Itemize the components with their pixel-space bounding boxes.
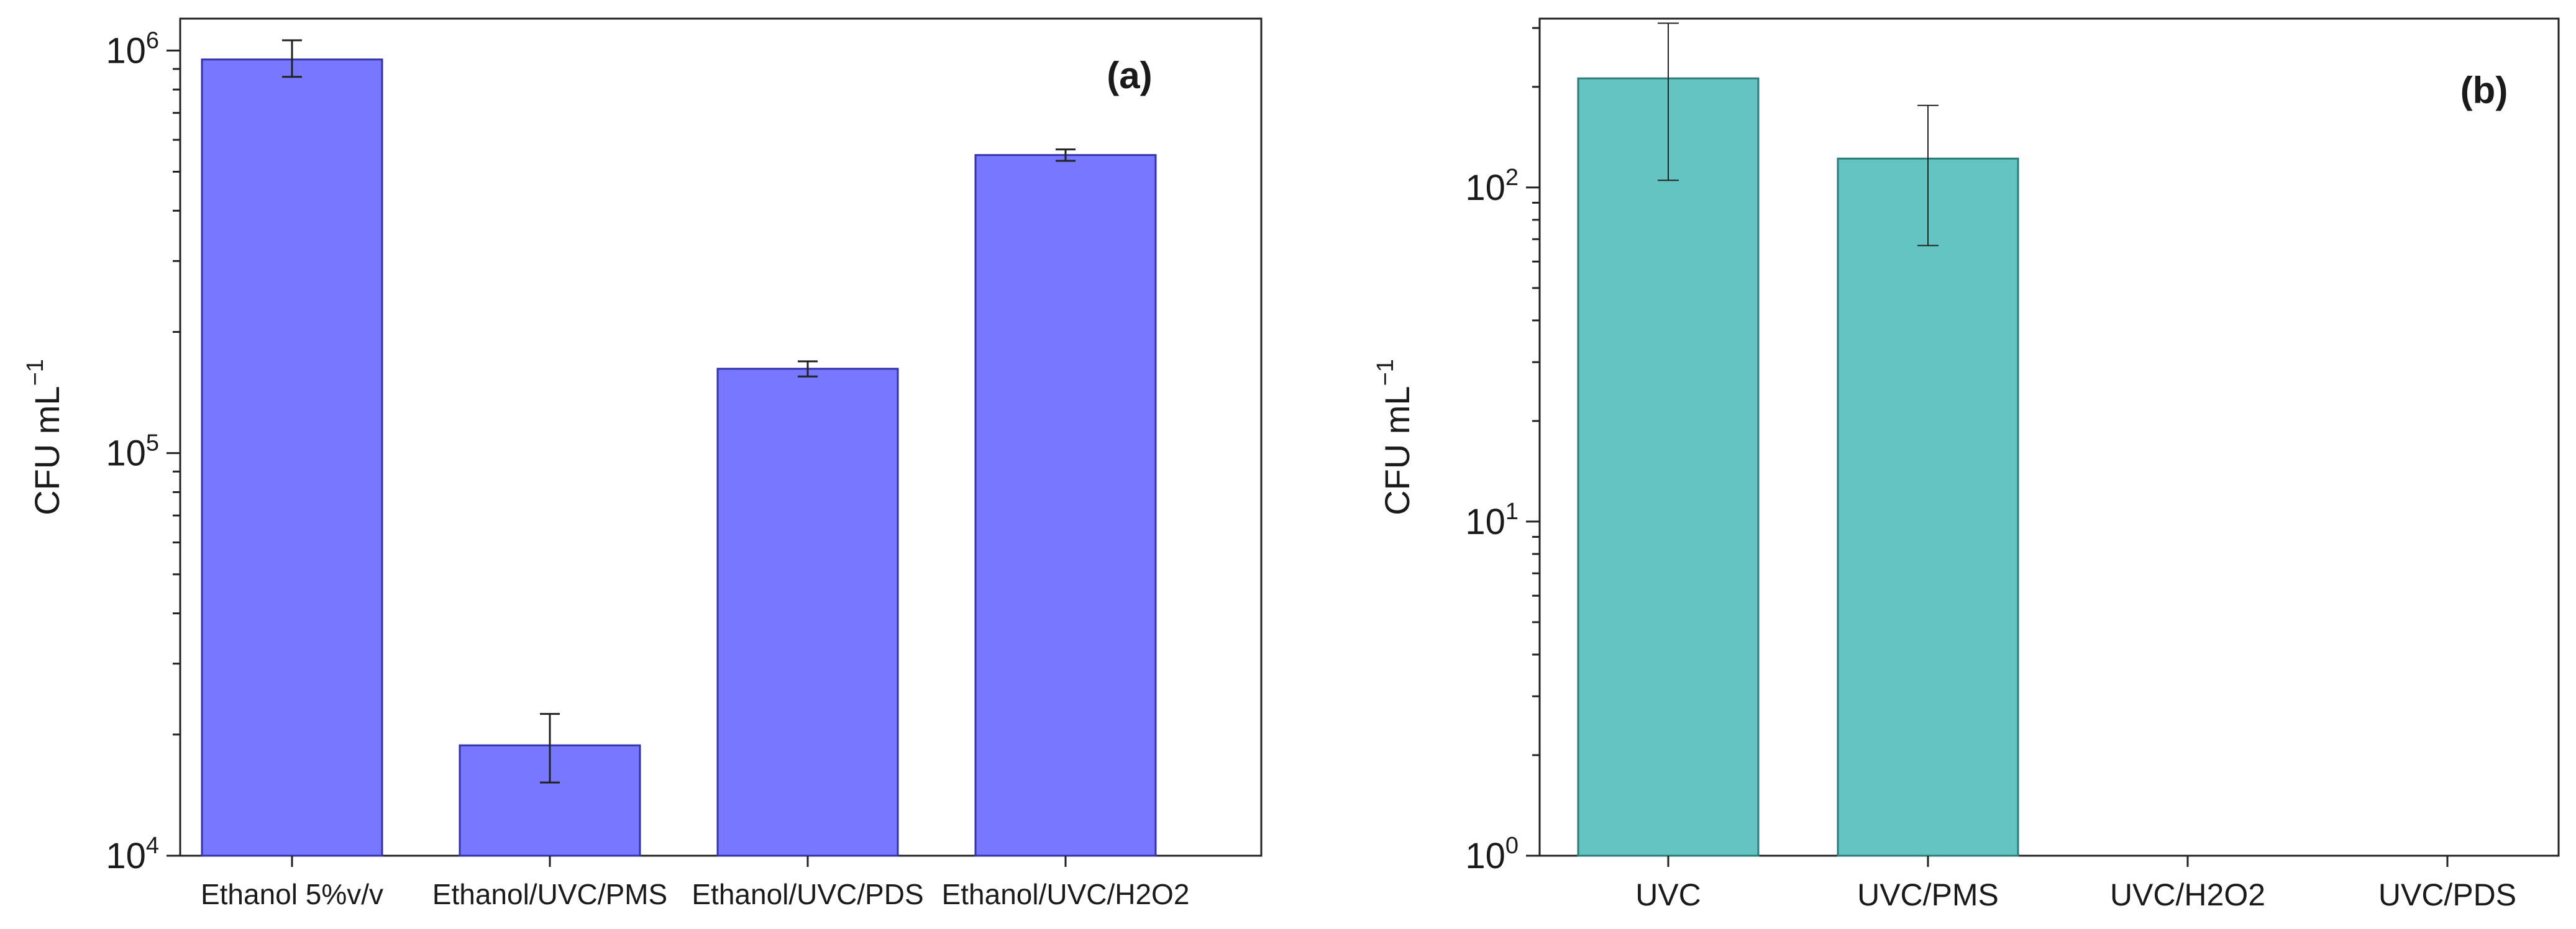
panel-b-y-axis-title-exp: −1	[1372, 359, 1399, 386]
panel-a-tag: (a)	[1107, 55, 1152, 96]
panel-a-x-axis: Ethanol 5%v/v Ethanol/UVC/PMS Ethanol/UVC/…	[201, 856, 1189, 910]
panel-b-y-tick-exp: 2	[1505, 165, 1519, 191]
panel-a-category-label: Ethanol/UVC/H2O2	[942, 878, 1190, 910]
panel-a-error-bar	[1056, 148, 1076, 162]
panel-b-category-label: UVC	[1635, 877, 1701, 912]
panel-a-y-tick-exp: 5	[146, 430, 159, 456]
panel-a-category-label: Ethanol/UVC/PDS	[692, 878, 923, 910]
panel-b-y-tick-exp: 1	[1505, 499, 1519, 525]
panel-b-y-tick-label: 100	[1465, 833, 1519, 876]
panel-a-y-tick-label: 104	[106, 833, 159, 876]
panel-b-bars	[1577, 22, 2019, 857]
panel-a-error-bar	[282, 39, 302, 78]
panel-a-bars	[201, 39, 1157, 857]
panel-b-y-tick-base: 10	[1465, 502, 1505, 542]
panel-b-category-label: UVC/PMS	[1857, 877, 1999, 912]
panel-a-bar	[201, 58, 383, 857]
panel-b-tag: (b)	[2460, 70, 2508, 111]
panel-a-y-tick-base: 10	[106, 30, 146, 71]
panel-a-y-tick-exp: 6	[146, 27, 159, 53]
panel-b-bar	[1577, 77, 1760, 857]
panel-a-y-axis-title-exp: −1	[22, 359, 48, 386]
panel-a-category-label: Ethanol/UVC/PMS	[432, 878, 667, 910]
panel-a-y-axis-title: CFU mL−1	[22, 359, 66, 515]
panel-b-category-label: UVC/PDS	[2378, 877, 2516, 912]
panel-b-error-bar	[1658, 22, 1679, 181]
panel-a-bar	[974, 154, 1157, 857]
panel-a-y-tick-base: 10	[106, 836, 146, 876]
panel-a-y-tick-base: 10	[106, 433, 146, 474]
panel-b-y-axis-title-base: CFU mL	[1377, 386, 1417, 515]
panel-a-error-bar	[798, 360, 818, 378]
panel-b-bar	[1837, 157, 2019, 857]
panel-b-y-tick-base: 10	[1465, 836, 1505, 876]
panel-b-error-bar	[1917, 104, 1939, 247]
panel-b-category-label: UVC/H2O2	[2110, 877, 2265, 912]
panel-a-bar	[716, 368, 899, 857]
panel-a-y-tick-exp: 4	[146, 833, 159, 859]
panel-b-x-axis: UVC UVC/PMS UVC/H2O2 UVC/PDS	[1635, 856, 2516, 912]
panel-b-y-tick-exp: 0	[1505, 833, 1519, 859]
panel-a-error-bar	[540, 713, 560, 784]
panel-a-y-axis-title-base: CFU mL	[27, 386, 66, 515]
panel-b-y-axis-title: CFU mL−1	[1372, 359, 1417, 515]
panel-b-y-tick-label: 101	[1465, 499, 1519, 542]
panel-a-y-tick-label: 105	[106, 430, 159, 474]
panel-b-y-tick-base: 10	[1465, 168, 1505, 208]
panel-a-category-label: Ethanol 5%v/v	[201, 878, 383, 910]
panel-b-y-tick-label: 102	[1465, 165, 1519, 208]
panel-a-y-tick-label: 106	[106, 27, 159, 71]
